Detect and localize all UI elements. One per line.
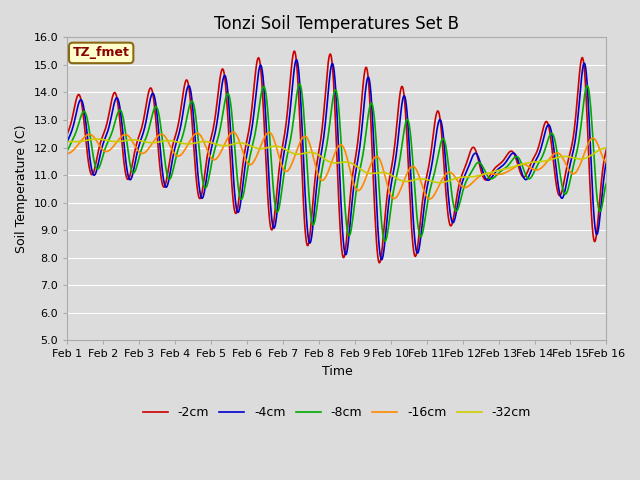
-32cm <box>419 176 427 182</box>
-8cm <box>603 180 611 186</box>
-8cm <box>296 81 303 87</box>
Legend: -2cm, -4cm, -8cm, -16cm, -32cm: -2cm, -4cm, -8cm, -16cm, -32cm <box>138 401 536 424</box>
-16cm <box>212 156 220 162</box>
-2cm <box>404 150 412 156</box>
-2cm <box>420 191 428 197</box>
-32cm <box>73 139 81 144</box>
-4cm <box>212 127 220 132</box>
-32cm <box>212 142 220 147</box>
X-axis label: Time: Time <box>321 365 352 378</box>
-8cm <box>404 117 412 122</box>
-16cm <box>184 143 191 148</box>
-32cm <box>129 137 137 143</box>
-32cm <box>93 136 101 142</box>
-4cm <box>404 119 412 124</box>
-8cm <box>212 143 220 149</box>
-4cm <box>603 159 611 165</box>
-4cm <box>63 138 71 144</box>
-4cm <box>293 57 301 63</box>
-8cm <box>129 169 136 175</box>
-16cm <box>73 143 81 149</box>
-32cm <box>184 141 192 147</box>
-32cm <box>63 139 71 144</box>
-16cm <box>63 151 71 156</box>
-2cm <box>291 48 298 54</box>
-32cm <box>436 180 444 186</box>
Text: TZ_fmet: TZ_fmet <box>73 47 129 60</box>
-16cm <box>603 159 611 165</box>
-8cm <box>381 239 389 244</box>
-2cm <box>212 109 220 115</box>
-32cm <box>603 145 611 151</box>
Title: Tonzi Soil Temperatures Set B: Tonzi Soil Temperatures Set B <box>214 15 460 33</box>
-2cm <box>184 78 191 84</box>
-32cm <box>403 179 411 184</box>
-16cm <box>419 184 427 190</box>
-2cm <box>603 146 611 152</box>
-8cm <box>63 147 71 153</box>
-2cm <box>376 260 383 266</box>
-16cm <box>403 171 411 177</box>
-4cm <box>378 257 385 263</box>
Line: -8cm: -8cm <box>67 84 607 241</box>
-4cm <box>420 210 428 216</box>
-8cm <box>420 226 428 231</box>
-2cm <box>73 94 81 100</box>
-4cm <box>73 107 81 112</box>
-4cm <box>129 172 136 178</box>
-16cm <box>229 129 237 135</box>
-2cm <box>129 160 136 166</box>
Y-axis label: Soil Temperature (C): Soil Temperature (C) <box>15 125 28 253</box>
Line: -32cm: -32cm <box>67 139 607 183</box>
-8cm <box>73 126 81 132</box>
-8cm <box>184 113 191 119</box>
-4cm <box>184 85 191 91</box>
Line: -2cm: -2cm <box>67 51 607 263</box>
-2cm <box>63 131 71 137</box>
-16cm <box>129 139 136 144</box>
-16cm <box>426 196 433 202</box>
Line: -4cm: -4cm <box>67 60 607 260</box>
Line: -16cm: -16cm <box>67 132 607 199</box>
